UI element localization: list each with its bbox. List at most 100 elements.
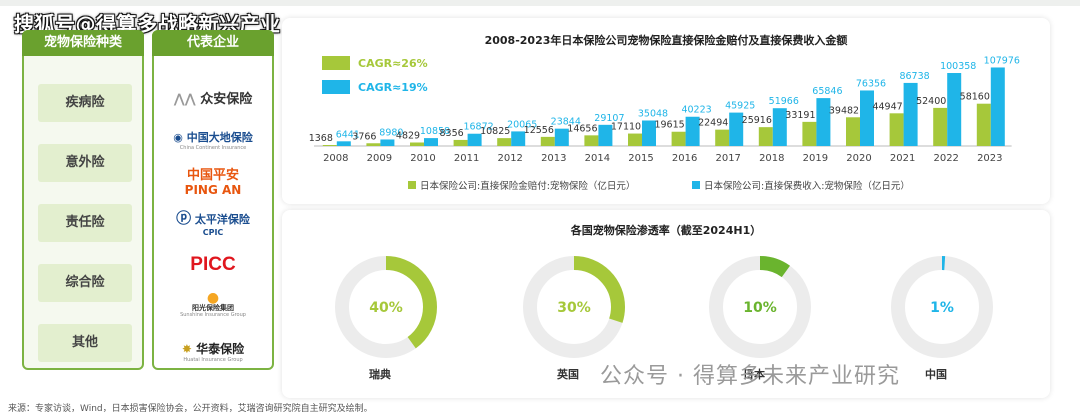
legend-label-0: 日本保险公司:直接保险金赔付:宠物保险（亿日元） xyxy=(420,180,635,192)
huatai-logo-icon: ✸ xyxy=(181,342,192,356)
data-label-claims-2022: 52400 xyxy=(916,96,946,107)
donut-country-1: 英国 xyxy=(556,367,579,381)
data-label-premium-2012: 20065 xyxy=(507,119,537,130)
x-tick-2020: 2020 xyxy=(846,153,871,164)
data-label-claims-2018: 25916 xyxy=(742,115,772,126)
x-tick-2016: 2016 xyxy=(672,153,697,164)
data-label-claims-2019: 33191 xyxy=(785,110,815,121)
donut-slice-1 xyxy=(523,256,625,358)
bar-premium-2021 xyxy=(903,82,918,146)
company-dadi: ◉ 中国大地保险 China Continent Insurance xyxy=(154,129,272,151)
bar-premium-2012 xyxy=(511,131,526,146)
company-cpic-sub: CPIC xyxy=(202,228,224,237)
data-label-premium-2011: 16872 xyxy=(463,122,493,133)
donut-country-2: 日本 xyxy=(743,367,765,381)
bar-premium-2020 xyxy=(860,90,874,146)
bar-premium-2019 xyxy=(816,98,831,146)
cagr-label-0: CAGR≈26% xyxy=(358,57,428,70)
donut-chart-svg: 各国宠物保险渗透率（截至2024H1） 40% 瑞典 30% 英国 10% 日本 1% 中国 xyxy=(335,223,993,381)
zhongan-logo-icon: ⋀⋀ xyxy=(173,92,196,107)
x-tick-2023: 2023 xyxy=(977,153,1002,164)
bar-claims-2012 xyxy=(497,138,512,146)
data-label-premium-2014: 29107 xyxy=(594,113,624,124)
company-sunshine: ● 阳光保险集团 Sunshine Insurance Group xyxy=(154,291,272,318)
company-pingan-sub: PING AN xyxy=(184,183,242,197)
data-label-premium-2020: 76356 xyxy=(856,78,886,89)
top-cropped-text-strip xyxy=(0,0,1080,6)
donuts-group: 40% 瑞典 30% 英国 10% 日本 1% 中国 xyxy=(335,256,993,381)
company-dadi-sub: China Continent Insurance xyxy=(179,145,247,151)
bar-premium-2011 xyxy=(467,133,482,146)
data-label-claims-2017: 22494 xyxy=(698,118,728,129)
donut-value-2: 10% xyxy=(743,300,777,316)
bar-claims-2020 xyxy=(846,117,860,146)
bar-premium-2017 xyxy=(729,112,744,146)
type-item-liability: 责任险 xyxy=(38,204,132,242)
data-label-premium-2010: 10858 xyxy=(420,126,450,137)
bar-claims-2021 xyxy=(889,113,904,146)
bar-claims-2019 xyxy=(802,121,817,146)
bar-claims-2008 xyxy=(322,145,337,146)
x-tick-2008: 2008 xyxy=(323,153,348,164)
bar-premium-2018 xyxy=(772,108,787,146)
data-label-premium-2017: 45925 xyxy=(725,101,755,112)
bar-premium-2016 xyxy=(685,116,700,146)
donut-chart-title: 各国宠物保险渗透率（截至2024H1） xyxy=(570,223,761,237)
cagr-swatch-1 xyxy=(322,80,350,94)
data-label-premium-2019: 65846 xyxy=(812,86,842,97)
data-label-claims-2020: 39482 xyxy=(829,105,859,116)
donut-value-0: 40% xyxy=(369,300,403,316)
x-tick-2019: 2019 xyxy=(803,153,828,164)
company-pingan-name: 中国平安 xyxy=(186,168,239,183)
companies-panel: 代表企业 ⋀⋀ 众安保险 ◉ 中国大地保险 China Continent In… xyxy=(152,30,274,370)
data-label-premium-2016: 40223 xyxy=(681,105,711,116)
type-item-accident: 意外险 xyxy=(38,144,132,182)
bar-claims-2013 xyxy=(540,136,555,146)
source-note: 来源：专家访谈，Wind，日本损害保险协会，公开资料，艾瑞咨询研究院自主研究及绘… xyxy=(8,404,373,414)
data-label-premium-2015: 35048 xyxy=(638,109,668,120)
x-tick-2018: 2018 xyxy=(759,153,784,164)
sunshine-logo-icon: ● xyxy=(206,290,220,306)
company-huatai-name: 华泰保险 xyxy=(196,342,245,356)
bar-premium-2015 xyxy=(642,120,656,146)
bar-legend: 日本保险公司:直接保险金赔付:宠物保险（亿日元） 日本保险公司:直接保费收入:宠物… xyxy=(408,180,910,192)
type-item-comprehensive: 综合险 xyxy=(38,264,132,302)
data-label-premium-2018: 51966 xyxy=(769,96,799,107)
bar-premium-2014 xyxy=(598,124,613,146)
x-tick-2011: 2011 xyxy=(454,153,479,164)
x-tick-2012: 2012 xyxy=(497,153,522,164)
cagr-label-1: CAGR≈19% xyxy=(358,81,428,94)
company-zhongan: ⋀⋀ 众安保险 xyxy=(154,88,272,107)
x-tick-2022: 2022 xyxy=(933,153,958,164)
bar-premium-2023 xyxy=(990,67,1005,146)
data-label-claims-2009: 3766 xyxy=(352,131,376,142)
legend-label-1: 日本保险公司:直接保费收入:宠物保险（亿日元） xyxy=(704,180,910,192)
company-sunshine-name: 阳光保险集团 xyxy=(192,304,234,312)
data-label-premium-2013: 23844 xyxy=(551,117,581,128)
data-label-claims-2021: 44947 xyxy=(872,101,902,112)
donut-country-3: 中国 xyxy=(925,367,947,381)
bar-premium-2008 xyxy=(336,141,351,146)
legend-swatch-1 xyxy=(692,181,700,189)
cpic-logo-icon: ⓟ xyxy=(176,209,192,227)
bars-group: 1368 6441 2008 3766 8980 2009 4829 10858 2010 835… xyxy=(309,55,1020,164)
company-dadi-name: 中国大地保险 xyxy=(186,131,253,144)
bar-claims-2014 xyxy=(584,135,599,146)
company-huatai-sub: Huatai Insurance Group xyxy=(183,357,243,363)
donut-country-0: 瑞典 xyxy=(369,367,391,381)
bar-claims-2018 xyxy=(758,127,773,146)
x-tick-2014: 2014 xyxy=(585,153,610,164)
company-pingan: 中国平安 PING AN xyxy=(154,169,272,198)
data-label-claims-2012: 10825 xyxy=(480,126,510,137)
company-zhongan-name: 众安保险 xyxy=(200,92,253,107)
x-tick-2015: 2015 xyxy=(628,153,653,164)
data-label-premium-2023: 107976 xyxy=(984,55,1020,66)
company-cpic: ⓟ 太平洋保险 CPIC xyxy=(154,209,272,239)
watermark-bottom: 公众号 · 得算多未来产业研究 xyxy=(600,364,900,389)
bar-premium-2022 xyxy=(947,73,962,146)
types-header: 宠物保险种类 xyxy=(22,30,144,56)
bar-premium-2009 xyxy=(380,139,395,146)
data-label-premium-2009: 8980 xyxy=(379,127,403,138)
company-huatai: ✸ 华泰保险 Huatai Insurance Group xyxy=(154,340,272,363)
legend-swatch-0 xyxy=(408,181,416,189)
